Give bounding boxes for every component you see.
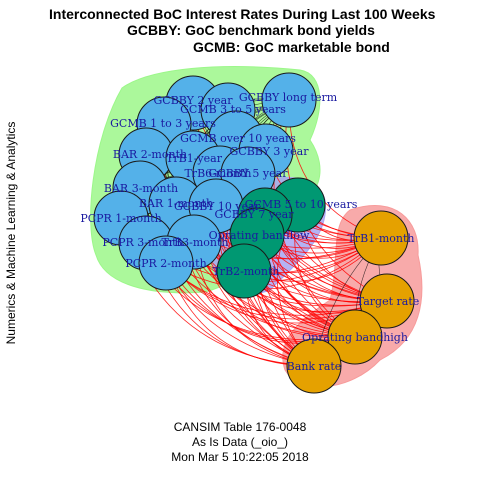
edge — [193, 241, 388, 312]
node-label-gcbby-lt: GCBBY long term — [239, 91, 338, 104]
plot-subtitle-gcmb: GCMB: GoC marketable bond — [193, 39, 390, 55]
node-label-gcmb-10p: GCMB over 10 years — [180, 132, 296, 145]
node-label-trb1m: TrB1-month — [347, 232, 414, 245]
plot-subtitle-gcbby: GCBBY: GoC benchmark bond yields — [127, 22, 375, 38]
node-label-pcpr-1m: PCPR 1-month — [80, 212, 161, 225]
node-trb2m — [216, 243, 272, 299]
node-label-bar-3m: BAR 3-month — [104, 182, 178, 195]
node-target-rate — [359, 273, 415, 329]
node-label-gcbby-7y: GCBBY 7 year — [215, 208, 295, 221]
plot-title: Interconnected BoC Interest Rates During… — [49, 6, 436, 22]
node-label-gcmb-3-5: GCMB 3 to 5 years — [180, 103, 286, 116]
node-label-trb2m: TrB2-month — [212, 265, 279, 278]
node-bank-rate — [286, 338, 342, 394]
node-oper-band-high — [327, 309, 383, 365]
footer-timestamp: Mon Mar 5 10:22:05 2018 — [171, 450, 309, 464]
node-label-oper-band-low: Oprating bandlow — [209, 229, 310, 242]
node-label-target-rate: Target rate — [357, 295, 420, 308]
node-label-gcbby-5y: GCBBY 5 year — [209, 167, 289, 180]
node-label-gcbby-2y: GCBBY 2 year — [154, 94, 234, 107]
node-label-pcpr-3m: PCPR 3-month — [102, 236, 183, 249]
edge — [215, 205, 388, 303]
node-trb1m — [353, 210, 409, 266]
node-label-bar-2m: BAR 2-month — [113, 148, 187, 161]
node-gcbby-lt — [261, 72, 317, 128]
node-label-gcbby-10y: GCBBY 10 year — [174, 200, 261, 213]
node-label-trb1y: TrB1-year — [166, 152, 223, 165]
node-label-gcmb-1-3: GCMB 1 to 3 years — [110, 117, 216, 130]
node-label-pcpr-2m: PCPR 2-month — [125, 257, 206, 270]
node-pcpr-2m — [138, 235, 194, 291]
node-label-gcbby-3y: GCBBY 3 year — [230, 145, 310, 158]
node-label-oper-band-high: Oprating bandhigh — [302, 331, 408, 344]
node-label-trb3m: TrB3-month — [161, 236, 228, 249]
node-label-trb6m: TrB6-month — [184, 167, 251, 180]
node-label-gcmb-5-10: GCMB 5 to 10 years — [245, 198, 358, 211]
footer-source: CANSIM Table 176-0048 — [173, 420, 307, 434]
footer-note: As Is Data (_oio_) — [191, 435, 289, 449]
node-label-bank-rate: Bank rate — [287, 360, 342, 373]
node-label-bar-1m: BAR 1-month — [139, 197, 213, 210]
nodes — [93, 72, 415, 394]
